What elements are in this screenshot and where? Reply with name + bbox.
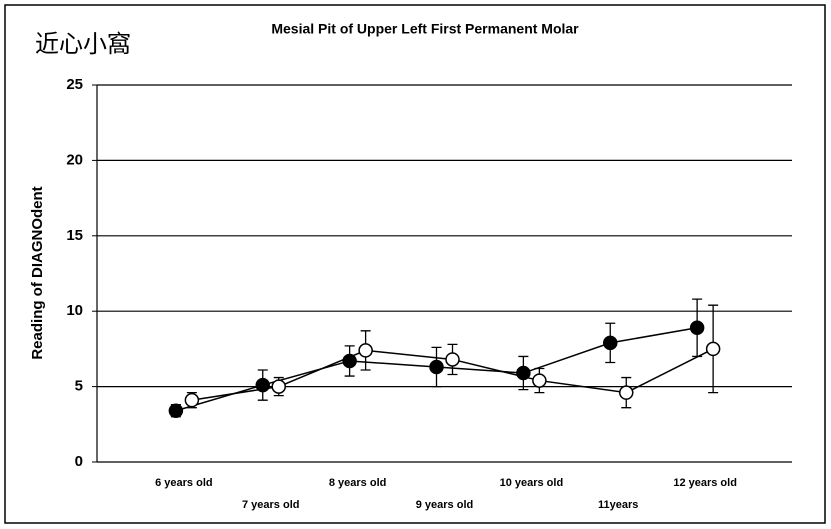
y-tick-label: 10 [66,302,83,319]
frame [4,4,826,524]
y-tick-label: 15 [66,227,83,244]
x-tick-label: 7 years old [242,499,299,511]
marker [184,392,200,408]
x-tick-label: 6 years old [155,477,212,489]
x-tick-label: 9 years old [416,499,473,511]
marker [619,385,634,400]
y-tick-label: 5 [75,378,83,395]
marker [168,403,184,418]
x-tick-label: 8 years old [329,477,386,489]
x-tick-label: 12 years old [673,477,737,489]
chart-title: Mesial Pit of Upper Left First Permanent… [271,21,579,37]
marker [705,341,721,357]
marker [445,352,460,367]
y-tick-label: 0 [75,453,83,470]
x-tick-label: 10 years old [500,477,564,489]
y-tick-label: 20 [66,151,83,168]
marker [603,335,618,351]
marker [429,359,444,375]
y-axis-label: Reading of DIAGNOdent [29,186,46,359]
marker [271,379,286,394]
corner-label: 近心小窩 [35,30,131,58]
marker [532,373,547,388]
marker [689,320,705,336]
y-tick-label: 25 [66,76,83,93]
marker [358,343,373,358]
x-tick-label: 11years [598,499,638,511]
